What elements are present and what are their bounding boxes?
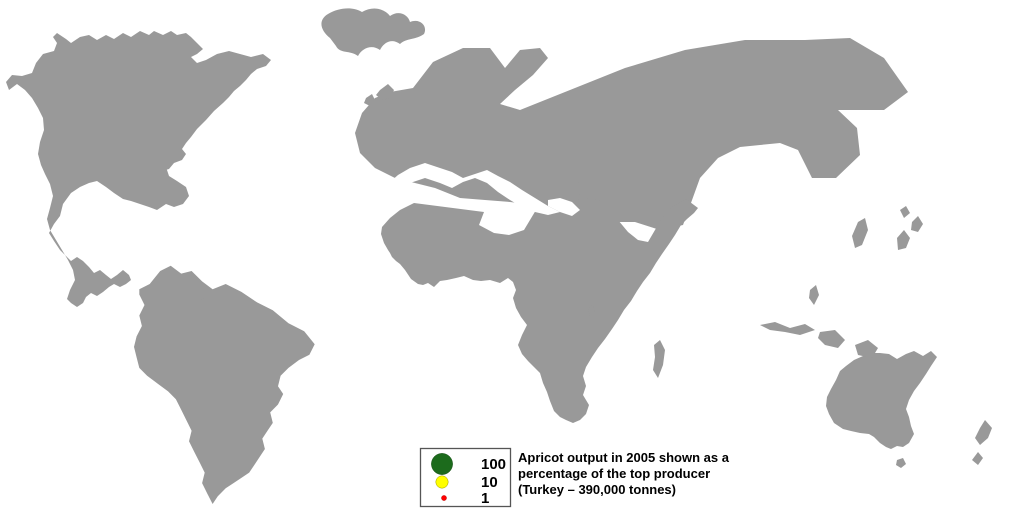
svg-text:10: 10 [481,474,498,491]
svg-text:1: 1 [481,490,489,507]
svg-text:(Turkey – 390,000 tonnes): (Turkey – 390,000 tonnes) [518,482,676,497]
svg-text:100: 100 [481,456,506,473]
svg-text:Apricot output in 2005 shown a: Apricot output in 2005 shown as a [518,450,730,465]
svg-text:percentage of the top producer: percentage of the top producer [518,466,710,481]
